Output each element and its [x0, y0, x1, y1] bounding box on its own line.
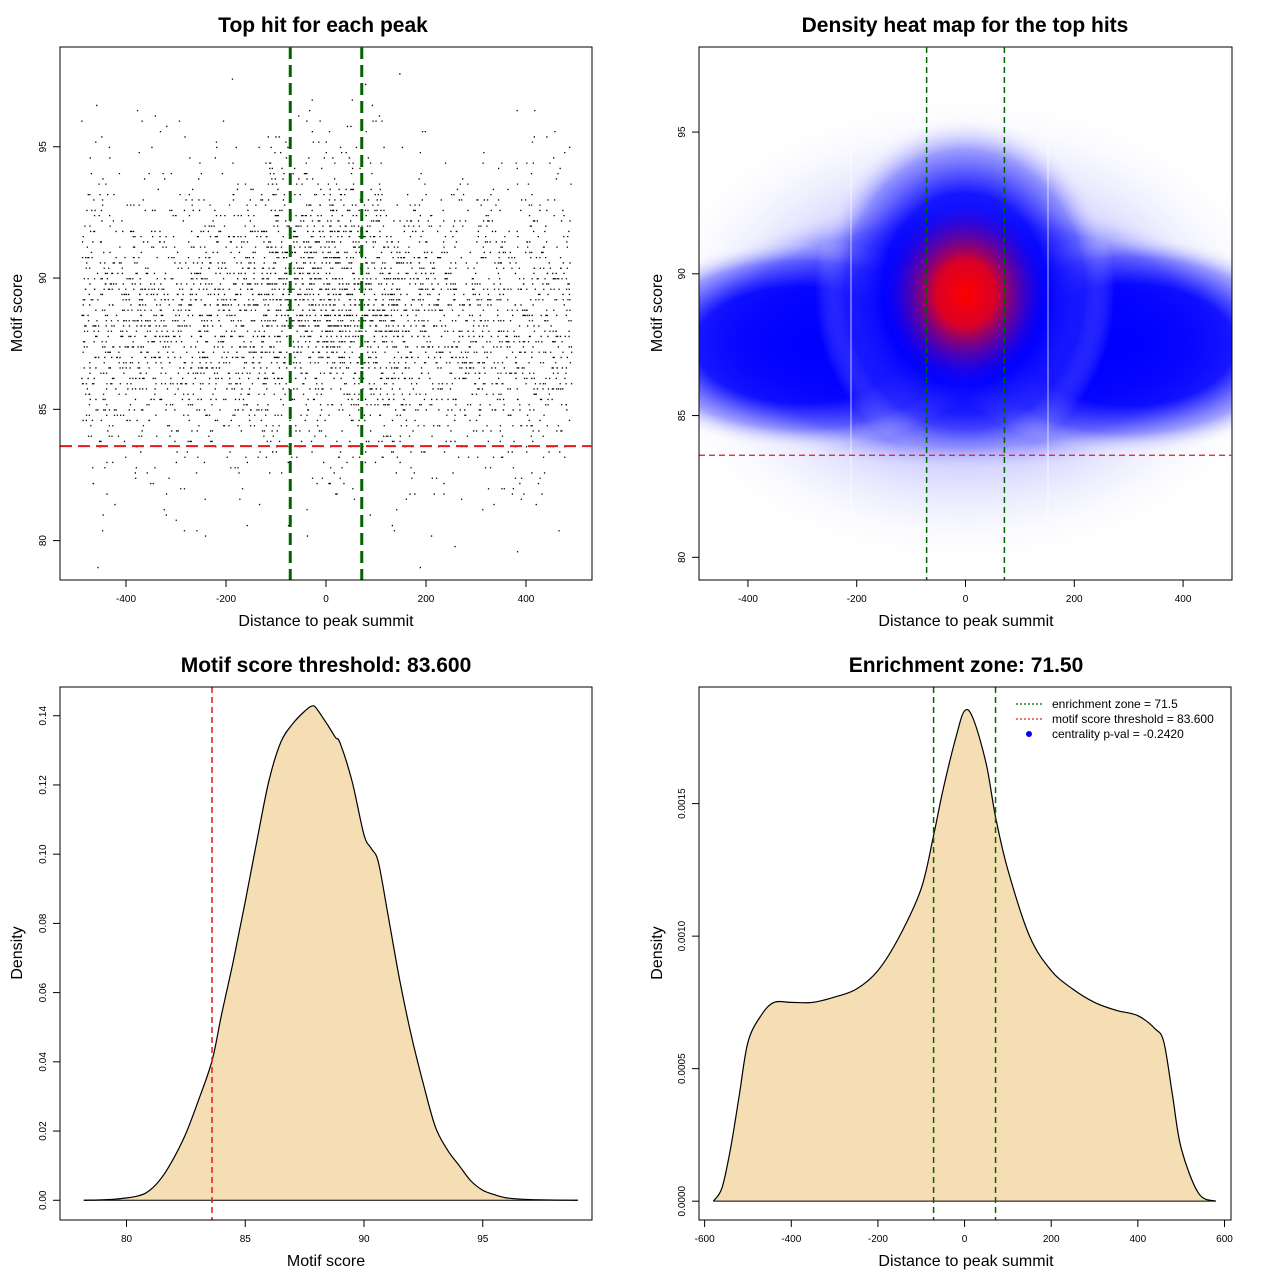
legend-enrichment-label: enrichment zone = 71.5 — [1052, 697, 1178, 711]
scatter-y-tick-label: 85 — [38, 403, 49, 415]
distance-density-y-axis: 0.0000 0.0005 0.0010 0.0015 — [677, 788, 700, 1216]
panel-motif-score-density: Motif score threshold: 83.600 80 85 90 95 0… — [9, 654, 593, 1270]
score-density-title: Motif score threshold: 83.600 — [181, 654, 472, 677]
distance-density-curve — [712, 708, 1217, 1202]
score-density-y-tick-label: 0.00 — [38, 1190, 49, 1210]
distance-density-x-tick-label: 200 — [1043, 1234, 1060, 1245]
distance-density-y-tick-label: 0.0015 — [677, 788, 688, 819]
scatter-x-tick-label: 0 — [323, 594, 329, 605]
distance-density-x-tick-label: 0 — [962, 1234, 968, 1245]
scatter-points — [81, 73, 573, 569]
heatmap-x-axis: -400 -200 0 200 400 — [738, 579, 1192, 605]
heatmap-title: Density heat map for the top hits — [802, 14, 1129, 37]
distance-density-x-tick-label: 600 — [1216, 1234, 1233, 1245]
distance-density-x-tick-label: -200 — [868, 1234, 888, 1245]
score-density-y-axis: 0.00 0.02 0.04 0.06 0.08 0.10 0.12 0.14 — [38, 706, 61, 1210]
distance-density-x-tick-label: 400 — [1130, 1234, 1147, 1245]
heatmap-x-tick-label: 200 — [1066, 594, 1083, 605]
legend-threshold-label: motif score threshold = 83.600 — [1052, 712, 1214, 726]
distance-density-x-label: Distance to peak summit — [878, 1253, 1054, 1270]
distance-density-y-tick-label: 0.0000 — [677, 1185, 688, 1216]
heatmap-y-axis: 80 85 90 95 — [677, 126, 700, 563]
distance-density-y-label: Density — [649, 926, 666, 979]
distance-density-x-tick-label: -600 — [695, 1234, 715, 1245]
heatmap-x-tick-label: -400 — [738, 594, 758, 605]
score-density-y-tick-label: 0.10 — [38, 844, 49, 864]
heatmap-x-tick-label: -200 — [847, 594, 867, 605]
scatter-plot-frame — [59, 46, 593, 581]
scatter-x-axis: -400 -200 0 200 400 — [116, 579, 535, 605]
heatmap-surface — [699, 47, 1232, 580]
score-density-y-tick-label: 0.14 — [38, 706, 49, 726]
score-density-area — [83, 705, 578, 1201]
scatter-y-label: Motif score — [9, 274, 26, 352]
score-density-y-tick-label: 0.08 — [38, 913, 49, 933]
scatter-y-axis: 80 85 90 95 — [38, 141, 61, 547]
scatter-point-cloud — [81, 73, 573, 569]
scatter-x-tick-label: 400 — [518, 594, 535, 605]
scatter-y-tick-label: 90 — [38, 272, 49, 284]
heatmap-y-tick-label: 80 — [677, 551, 688, 563]
score-density-x-tick-label: 95 — [477, 1234, 489, 1245]
scatter-x-tick-label: -400 — [116, 594, 136, 605]
score-density-x-axis: 80 85 90 95 — [121, 1219, 489, 1245]
distance-density-title: Enrichment zone: 71.50 — [849, 654, 1084, 677]
heatmap-y-tick-label: 85 — [677, 410, 688, 422]
heatmap-x-tick-label: 400 — [1175, 594, 1192, 605]
scatter-x-tick-label: -200 — [216, 594, 236, 605]
scatter-title: Top hit for each peak — [218, 14, 428, 37]
scatter-y-tick-label: 80 — [38, 535, 49, 547]
legend-pval-label: centrality p-val = -0.2420 — [1052, 727, 1184, 741]
heatmap-x-tick-label: 0 — [963, 594, 969, 605]
heatmap-y-tick-label: 95 — [677, 126, 688, 138]
heatmap-y-label: Motif score — [649, 274, 666, 352]
score-density-curve — [83, 705, 578, 1201]
distance-density-x-axis: -600 -400 -200 0 200 400 600 — [695, 1219, 1233, 1245]
heatmap-x-label: Distance to peak summit — [878, 613, 1054, 630]
distance-density-y-tick-label: 0.0005 — [677, 1053, 688, 1084]
score-density-y-label: Density — [9, 926, 26, 979]
scatter-x-label: Distance to peak summit — [238, 613, 414, 630]
distance-density-y-tick-label: 0.0010 — [677, 920, 688, 951]
panel-scatter-top-hits: Top hit for each peak -400 -200 0 200 400 80… — [9, 14, 593, 630]
score-density-x-tick-label: 80 — [121, 1234, 133, 1245]
score-density-y-tick-label: 0.06 — [38, 982, 49, 1002]
scatter-y-tick-label: 95 — [38, 141, 49, 153]
score-density-y-tick-label: 0.02 — [38, 1121, 49, 1141]
score-density-x-tick-label: 85 — [240, 1234, 252, 1245]
score-density-y-tick-label: 0.12 — [38, 775, 49, 795]
score-density-y-tick-label: 0.04 — [38, 1052, 49, 1072]
panel-enrichment-zone-density: Enrichment zone: 71.50 -600 -400 -200 0 200 4… — [649, 654, 1233, 1270]
distance-density-area — [713, 709, 1216, 1202]
scatter-x-tick-label: 200 — [418, 594, 435, 605]
distance-density-x-tick-label: -400 — [781, 1234, 801, 1245]
heatmap-peak — [880, 198, 1051, 389]
heatmap-y-tick-label: 90 — [677, 268, 688, 280]
legend-pval-dot — [1026, 731, 1032, 737]
score-density-x-tick-label: 90 — [358, 1234, 370, 1245]
distance-density-legend: enrichment zone = 71.5 motif score thres… — [1016, 697, 1214, 741]
panel-density-heatmap: Density heat map for the top hits -400 -2… — [649, 14, 1233, 630]
score-density-x-label: Motif score — [287, 1253, 365, 1270]
